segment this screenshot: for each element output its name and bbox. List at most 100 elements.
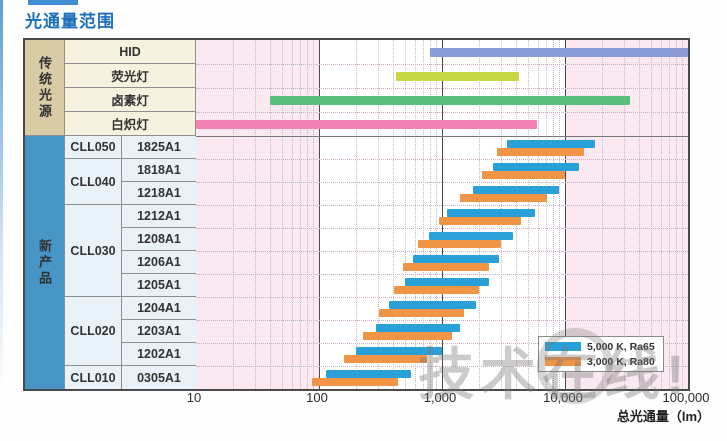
bar-incandescent bbox=[196, 119, 537, 129]
row-separator bbox=[196, 88, 688, 89]
bar-1218A1-ra80 bbox=[459, 193, 548, 202]
bar-1818A1-ra80 bbox=[481, 170, 565, 179]
gridline-minor bbox=[436, 40, 438, 389]
model-label-1203A1: 1203A1 bbox=[122, 320, 196, 343]
series-label-CLL010: CLL010 bbox=[65, 366, 122, 389]
bar-1203A1-ra80 bbox=[363, 331, 452, 340]
gridline-minor bbox=[307, 40, 309, 389]
section-separator bbox=[196, 136, 688, 137]
legend-swatch-ra80 bbox=[545, 357, 581, 366]
bar-1204A1-ra80 bbox=[379, 308, 464, 317]
row-separator bbox=[196, 228, 688, 229]
x-tick-10: 10 bbox=[186, 390, 202, 405]
bar-hid bbox=[430, 47, 688, 57]
gridline-minor bbox=[682, 40, 684, 389]
row-separator bbox=[196, 159, 688, 160]
row-separator bbox=[196, 251, 688, 252]
page-edge-accent bbox=[0, 0, 3, 441]
bar-1825A1-ra65 bbox=[507, 139, 595, 148]
bar-1208A1-ra65 bbox=[429, 231, 514, 240]
gridline-minor bbox=[254, 40, 256, 389]
model-label-0305A1: 0305A1 bbox=[122, 366, 196, 389]
legend-label-ra65: 5,000 K, Ra65 bbox=[587, 340, 655, 353]
bar-1203A1-ra65 bbox=[375, 323, 460, 332]
gridline-minor bbox=[281, 40, 283, 389]
bar-1218A1-ra65 bbox=[473, 185, 559, 194]
gridline-minor bbox=[377, 40, 379, 389]
bar-halogen bbox=[270, 95, 631, 105]
model-label-1825A1: 1825A1 bbox=[122, 136, 196, 159]
bar-1825A1-ra80 bbox=[497, 147, 584, 156]
legend-swatch-ra65 bbox=[545, 342, 581, 351]
row-label-荧光灯: 荧光灯 bbox=[65, 64, 196, 88]
model-label-1204A1: 1204A1 bbox=[122, 297, 196, 320]
gridline-minor bbox=[602, 40, 604, 389]
model-label-1818A1: 1818A1 bbox=[122, 159, 196, 182]
row-separator bbox=[196, 112, 688, 113]
bar-fluorescent bbox=[395, 71, 519, 81]
bar-1212A1-ra80 bbox=[438, 216, 522, 225]
bar-1205A1-ra80 bbox=[394, 285, 479, 294]
gridline-minor bbox=[668, 40, 670, 389]
row-separator bbox=[196, 320, 688, 321]
gridline-minor bbox=[270, 40, 272, 389]
row-separator bbox=[196, 64, 688, 65]
plot-area bbox=[196, 40, 688, 389]
gridline-major bbox=[319, 40, 320, 389]
gridline-minor bbox=[430, 40, 432, 389]
row-separator bbox=[196, 182, 688, 183]
x-tick-100,000: 100,000 bbox=[662, 390, 710, 405]
row-separator bbox=[196, 274, 688, 275]
gridline-minor bbox=[414, 40, 416, 389]
row-separator bbox=[196, 366, 688, 367]
legend-entry-ra65: 5,000 K, Ra65 bbox=[545, 341, 657, 353]
bar-1212A1-ra65 bbox=[447, 208, 535, 217]
gridline-minor bbox=[650, 40, 652, 389]
x-tick-100: 100 bbox=[306, 390, 328, 405]
gridline-minor bbox=[404, 40, 406, 389]
model-label-1208A1: 1208A1 bbox=[122, 228, 196, 251]
gridline-minor bbox=[233, 40, 235, 389]
group-traditional-sources: 传统光源 bbox=[25, 40, 65, 136]
gridline-major bbox=[565, 40, 566, 389]
gridline-minor bbox=[291, 40, 293, 389]
luminous-flux-chart: 传统光源 HID 荧光灯 卤素灯 白炽灯 新产品 CLL050 1825A1 CLL040 181… bbox=[23, 38, 690, 391]
gridline-minor bbox=[356, 40, 358, 389]
gridline-minor bbox=[393, 40, 395, 389]
row-separator bbox=[196, 343, 688, 344]
gridline-minor bbox=[537, 40, 539, 389]
gridline-minor bbox=[559, 40, 561, 389]
chart-legend: 5,000 K, Ra65 3,000 K, Ra80 bbox=[538, 336, 664, 372]
cropped-tab-decoration bbox=[28, 0, 78, 5]
row-label-卤素灯: 卤素灯 bbox=[65, 88, 196, 112]
gridline-minor bbox=[545, 40, 547, 389]
legend-label-ra80: 3,000 K, Ra80 bbox=[587, 355, 655, 368]
row-separator bbox=[196, 297, 688, 298]
model-label-1205A1: 1205A1 bbox=[122, 274, 196, 297]
model-label-1212A1: 1212A1 bbox=[122, 205, 196, 228]
bar-0305A1-ra80 bbox=[312, 377, 399, 386]
gridline-major bbox=[442, 40, 443, 389]
gridline-minor bbox=[313, 40, 315, 389]
x-tick-1,000: 1,000 bbox=[423, 390, 457, 405]
series-label-CLL020: CLL020 bbox=[65, 297, 122, 366]
bar-0305A1-ra65 bbox=[326, 369, 411, 378]
gridline-minor bbox=[676, 40, 678, 389]
model-label-1218A1: 1218A1 bbox=[122, 182, 196, 205]
bar-1208A1-ra80 bbox=[418, 239, 501, 248]
page-title: 光通量范围 bbox=[25, 12, 115, 31]
legend-entry-ra80: 3,000 K, Ra80 bbox=[545, 356, 657, 368]
model-label-1206A1: 1206A1 bbox=[122, 251, 196, 274]
gridline-minor bbox=[639, 40, 641, 389]
x-tick-10,000: 10,000 bbox=[543, 390, 583, 405]
x-axis-title: 总光通量（lm） bbox=[616, 409, 710, 424]
series-label-CLL050: CLL050 bbox=[65, 136, 122, 159]
gridline-minor bbox=[422, 40, 424, 389]
model-label-1202A1: 1202A1 bbox=[122, 343, 196, 366]
bar-1818A1-ra65 bbox=[493, 162, 579, 171]
gridline-minor bbox=[553, 40, 555, 389]
row-label-HID: HID bbox=[65, 40, 196, 64]
group-new-products: 新产品 bbox=[25, 136, 65, 389]
row-separator bbox=[196, 205, 688, 206]
